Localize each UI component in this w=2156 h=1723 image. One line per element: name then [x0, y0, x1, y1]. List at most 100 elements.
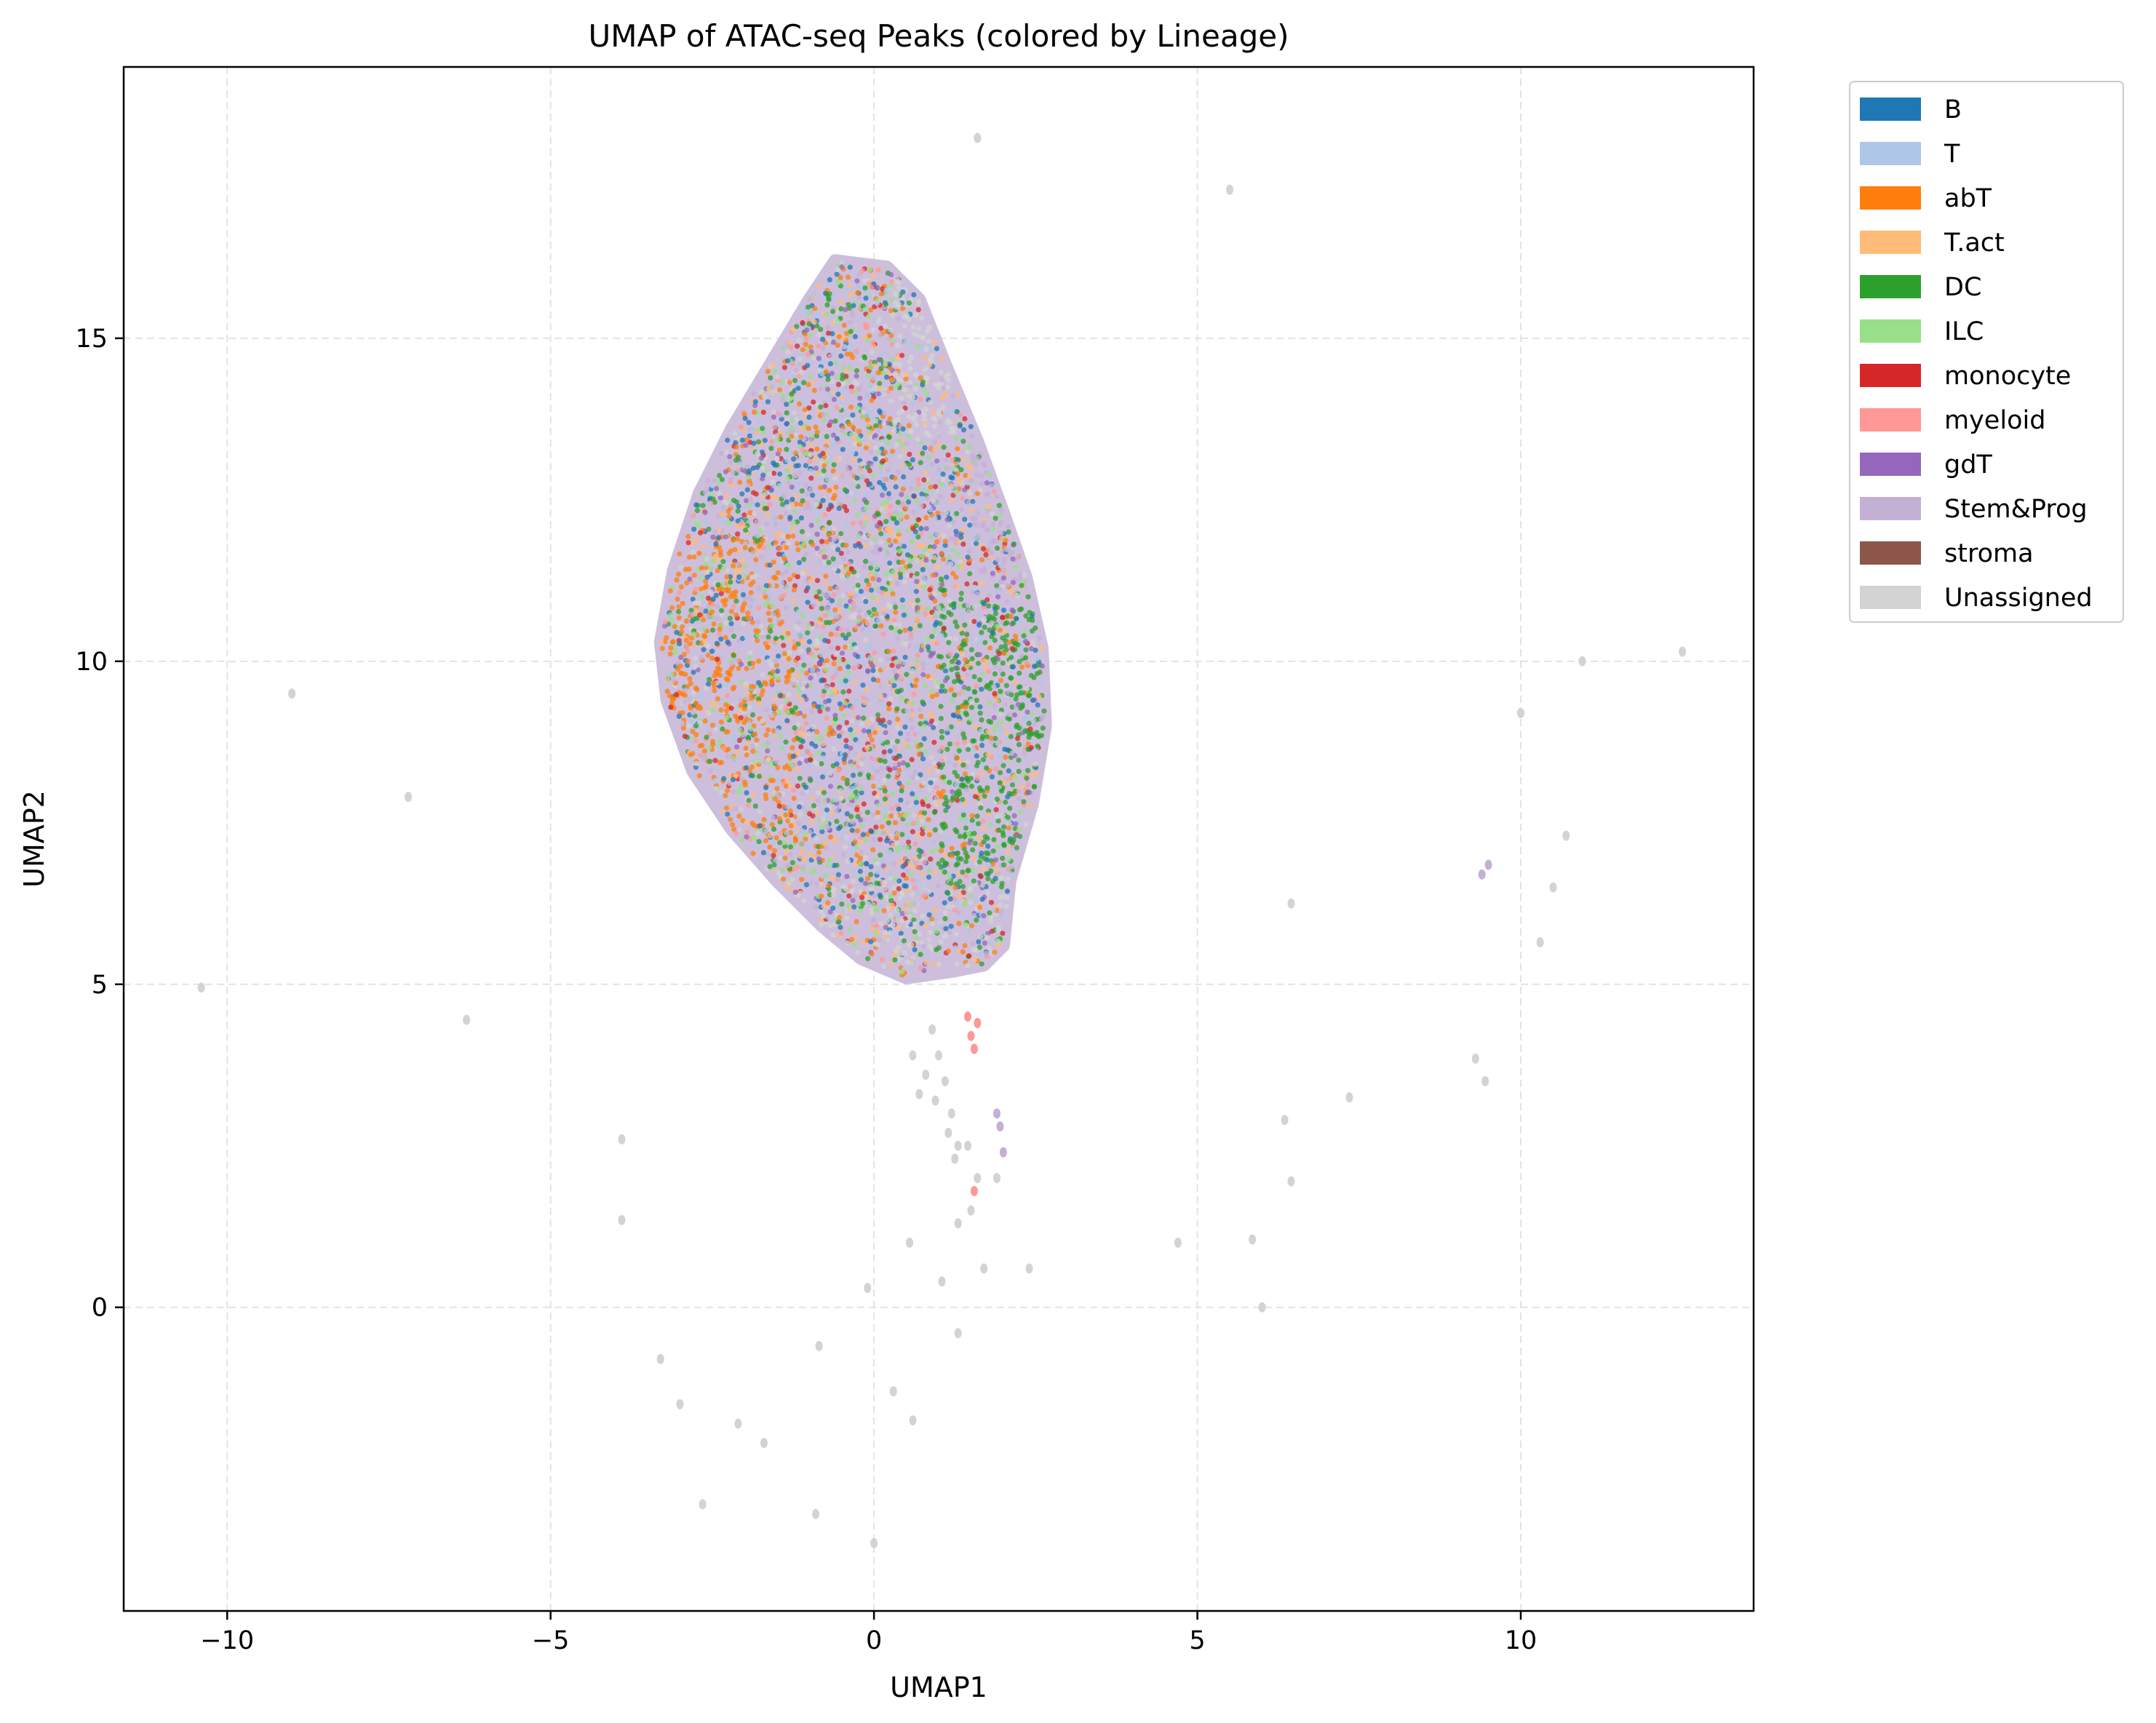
cluster-point	[675, 596, 680, 602]
cluster-point	[855, 381, 861, 387]
cluster-point	[977, 952, 983, 958]
cluster-point	[781, 876, 787, 882]
cluster-point	[955, 665, 960, 672]
cluster-point	[901, 938, 907, 944]
cluster-point	[747, 604, 753, 610]
cluster-point	[840, 776, 846, 781]
cluster-point	[739, 679, 744, 685]
cluster-point	[709, 614, 715, 621]
cluster-point	[872, 536, 878, 543]
cluster-point	[870, 340, 875, 346]
cluster-point	[723, 792, 728, 798]
cluster-point	[725, 811, 731, 817]
cluster-point	[814, 623, 820, 629]
cluster-point	[811, 388, 817, 394]
cluster-point	[793, 766, 799, 772]
cluster-point	[971, 674, 977, 680]
cluster-point	[966, 445, 972, 450]
cluster-point	[978, 874, 984, 880]
cluster-point	[825, 900, 831, 906]
cluster-point	[1022, 728, 1028, 733]
cluster-point	[966, 608, 972, 614]
cluster-point	[1006, 821, 1013, 827]
cluster-point	[765, 369, 771, 375]
cluster-point	[979, 686, 984, 692]
cluster-point	[857, 771, 863, 777]
cluster-point	[871, 837, 877, 843]
cluster-point	[1004, 888, 1011, 894]
cluster-point	[801, 662, 807, 668]
cluster-point	[718, 719, 724, 725]
cluster-point	[925, 496, 931, 501]
cluster-point	[950, 570, 956, 576]
cluster-point	[926, 699, 932, 704]
cluster-point	[840, 573, 846, 579]
cluster-point	[979, 717, 984, 723]
cluster-point	[775, 668, 781, 675]
cluster-point	[681, 651, 687, 658]
cluster-point	[685, 723, 692, 729]
cluster-point	[938, 704, 944, 709]
cluster-point	[728, 621, 734, 626]
cluster-point	[768, 629, 773, 634]
cluster-point	[1000, 614, 1006, 621]
cluster-point	[797, 470, 803, 476]
cluster-point	[797, 401, 803, 407]
cluster-point	[932, 591, 938, 597]
cluster-point	[714, 616, 720, 622]
cluster-point	[1033, 761, 1038, 767]
cluster-point	[914, 647, 920, 653]
cluster-point	[870, 847, 876, 853]
cluster-point	[960, 731, 966, 737]
cluster-point	[866, 460, 872, 466]
cluster-point	[978, 934, 984, 939]
cluster-point	[913, 589, 919, 594]
cluster-point	[796, 608, 802, 614]
cluster-point	[926, 943, 933, 949]
cluster-point	[1001, 650, 1007, 656]
cluster-point	[909, 538, 915, 545]
cluster-point	[800, 848, 806, 853]
cluster-point	[828, 689, 835, 695]
cluster-point	[735, 531, 741, 537]
cluster-point	[824, 434, 830, 439]
cluster-point	[1002, 643, 1009, 649]
cluster-point	[860, 939, 866, 945]
cluster-point	[968, 716, 974, 723]
cluster-point	[947, 651, 953, 658]
cluster-point	[668, 704, 674, 710]
cluster-point	[787, 380, 792, 386]
cluster-point	[964, 581, 970, 587]
cluster-point	[1016, 768, 1022, 774]
cluster-point	[705, 501, 711, 507]
cluster-point	[868, 864, 874, 870]
cluster-point	[728, 460, 733, 466]
cluster-point	[723, 587, 728, 593]
cluster-point	[875, 717, 881, 723]
cluster-point	[928, 484, 934, 490]
cluster-point	[998, 507, 1005, 513]
cluster-point	[982, 940, 987, 946]
cluster-point	[968, 784, 974, 789]
cluster-point	[785, 533, 791, 540]
cluster-point	[939, 728, 944, 734]
cluster-point	[702, 718, 708, 724]
cluster-point	[726, 514, 732, 520]
cluster-point	[888, 398, 894, 405]
cluster-point	[929, 916, 935, 922]
cluster-point	[752, 399, 758, 405]
cluster-point	[961, 739, 968, 745]
cluster-point	[819, 893, 824, 899]
cluster-point	[750, 579, 756, 585]
cluster-point	[953, 528, 959, 535]
cluster-point	[840, 365, 846, 371]
cluster-point	[825, 330, 832, 336]
cluster-point	[944, 726, 950, 732]
cluster-point	[756, 758, 762, 764]
cluster-point	[808, 578, 814, 584]
cluster-point	[740, 732, 746, 738]
cluster-point	[848, 795, 854, 801]
cluster-point	[998, 688, 1003, 694]
cluster-point	[826, 601, 832, 607]
cluster-point	[958, 590, 964, 597]
